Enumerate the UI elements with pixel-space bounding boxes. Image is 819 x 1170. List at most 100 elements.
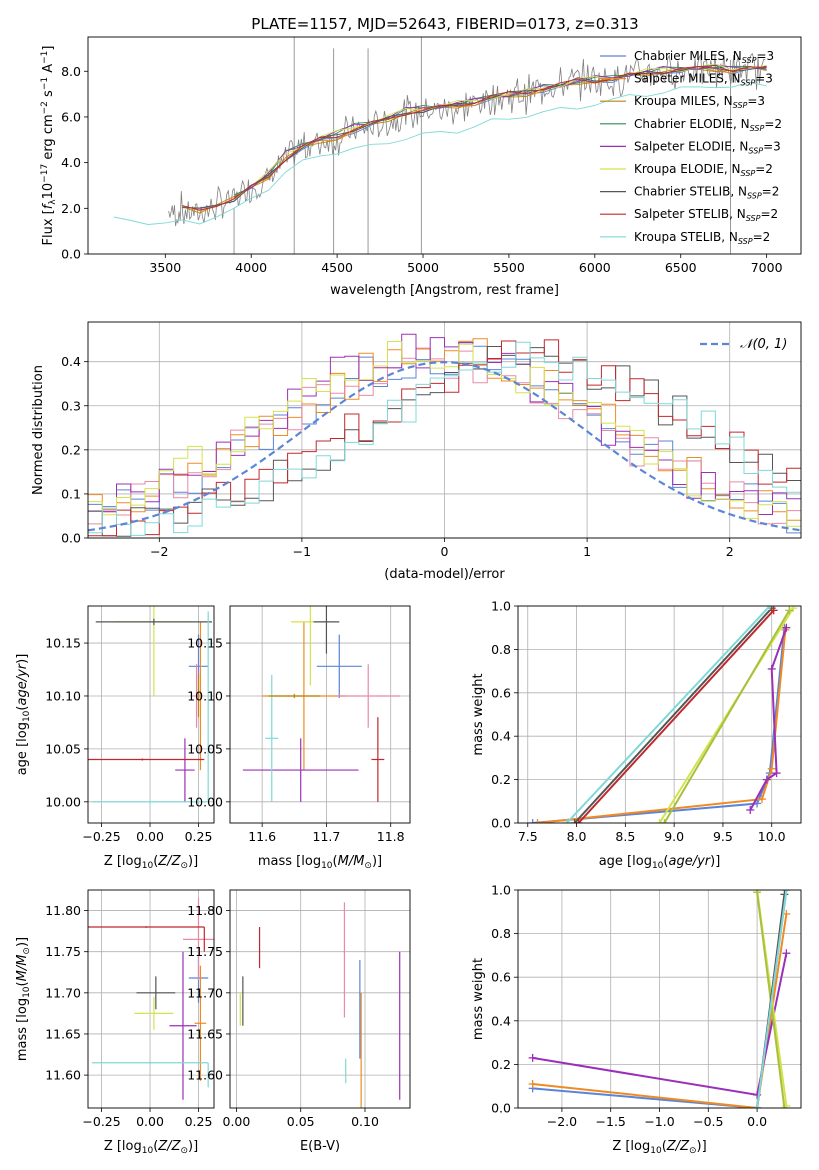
xlabel-spectrum: wavelength [Angstrom, rest frame]	[330, 283, 559, 298]
frame-mass-vs-Z	[87, 889, 215, 1109]
y-tick-label: 11.80	[45, 903, 81, 918]
x-tick-label: 7.5	[518, 829, 538, 844]
frame-age-vs-mass	[229, 605, 411, 824]
errorbars-mass-vs-ebv	[239, 902, 401, 1108]
legend-label: Kroupa MILES, NSSP=3	[634, 94, 765, 110]
xlabel-residuals: (data-model)/error	[384, 567, 505, 582]
frame-weight-vs-age	[517, 605, 802, 824]
spectrum-model-line	[113, 81, 767, 225]
xlabel-weight-vs-Z: Z [log10(Z/Z⊙)]	[612, 1139, 706, 1156]
x-tick-label: 0.10	[351, 1114, 379, 1129]
y-tick-label: 0.0	[491, 1101, 511, 1116]
residual-hist-line	[88, 341, 801, 536]
x-tick-label: 0.00	[136, 1114, 164, 1129]
frame-residuals	[87, 321, 802, 539]
legend-label: Kroupa STELIB, NSSP=2	[634, 230, 770, 246]
ylabel-age-vs-Z: age [log10(age/yr)]	[15, 654, 32, 776]
y-tick-label: 10.00	[187, 794, 223, 809]
y-tick-label: 0.1	[61, 486, 81, 501]
frame-mass-vs-ebv	[229, 889, 411, 1109]
y-tick-label: 0.4	[61, 354, 81, 369]
x-tick-label: 9.0	[664, 829, 684, 844]
y-tick-label: 11.75	[187, 944, 223, 959]
y-tick-label: 0.2	[491, 772, 511, 787]
y-tick-label: 11.75	[45, 944, 81, 959]
y-tick-label: 11.70	[45, 985, 81, 1000]
ylabel-spectrum: Flux [fλ10−17 erg cm−2 s−1 A−1]	[40, 46, 58, 246]
x-tick-label: 0.25	[185, 1114, 213, 1129]
x-tick-label: 0.00	[136, 829, 164, 844]
x-tick-label: 1	[583, 544, 591, 559]
weight-line	[577, 609, 775, 823]
y-tick-label: 0.0	[61, 247, 81, 262]
weight-line	[532, 627, 786, 823]
residual-legend: 𝒩(0, 1)	[700, 337, 787, 352]
residual-hist-line	[88, 346, 801, 537]
y-tick-label: 2.0	[61, 201, 81, 216]
legend-label: Kroupa ELODIE, NSSP=2	[634, 162, 773, 178]
legend-label: Salpeter ELODIE, NSSP=3	[634, 139, 781, 155]
x-tick-label: 6500	[665, 260, 697, 275]
y-tick-label: 10.10	[45, 688, 81, 703]
axes-mass-vs-ebv: 0.00 0.05 0.10 11.60 11.65 11.70 11.75 11.80	[187, 890, 410, 1129]
y-tick-label: 1.0	[491, 599, 511, 614]
axes-weight-vs-Z: −2.0 −1.5 −1.0 −0.5 0.0 0.0 0.2 0.4 0.6 0.8 1.0	[491, 883, 801, 1129]
x-tick-label: 9.5	[713, 829, 733, 844]
ylabel-weight-vs-Z: mass weight	[471, 958, 486, 1040]
legend-label: Chabrier MILES, NSSP=3	[634, 49, 774, 65]
x-tick-label: −1	[293, 544, 311, 559]
ylabel-weight-vs-age: mass weight	[471, 673, 486, 755]
y-tick-label: 11.80	[187, 903, 223, 918]
x-tick-label: 7000	[751, 260, 783, 275]
y-tick-label: 0.8	[491, 642, 511, 657]
y-tick-label: 10.00	[45, 794, 81, 809]
y-tick-label: 0.3	[61, 398, 81, 413]
weight-line	[663, 609, 791, 823]
errorbars-age-vs-mass	[242, 606, 401, 802]
x-tick-label: 2	[726, 544, 734, 559]
y-tick-label: 0.0	[491, 816, 511, 831]
weight-line	[573, 607, 773, 823]
residual-steps	[88, 333, 801, 537]
x-tick-label: −0.25	[82, 1114, 120, 1129]
errorbars-mass-vs-Z	[88, 898, 214, 1100]
frame-spectrum	[87, 36, 802, 255]
x-tick-label: 5500	[493, 260, 525, 275]
y-tick-label: 0.4	[491, 729, 511, 744]
legend-label: Chabrier STELIB, NSSP=2	[634, 185, 779, 201]
y-tick-label: 0.8	[491, 926, 511, 941]
y-tick-label: 0.6	[491, 685, 511, 700]
y-tick-label: 11.65	[187, 1026, 223, 1041]
y-tick-label: 10.10	[187, 688, 223, 703]
legend-label: Salpeter MILES, NSSP=3	[634, 72, 773, 88]
frame-weight-vs-Z	[517, 889, 802, 1109]
y-tick-label: 8.0	[61, 64, 81, 79]
y-tick-label: 1.0	[491, 883, 511, 898]
weight-line	[532, 913, 788, 1108]
xlabel-mass-vs-Z: Z [log10(Z/Z⊙)]	[104, 1139, 198, 1156]
x-tick-label: 3500	[149, 260, 181, 275]
axes-spectrum: 3500 4000 4500 5000 5500 6000 6500 7000 0.0 2.0 4.…	[61, 64, 782, 275]
xlabel-age-vs-Z: Z [log10(Z/Z⊙)]	[104, 854, 198, 871]
spectrum-legend: Chabrier MILES, NSSP=3 Salpeter MILES, NS…	[600, 49, 782, 246]
spectrum-lines	[113, 37, 767, 254]
legend-label: 𝒩(0, 1)	[740, 337, 787, 352]
weight-line	[537, 629, 787, 823]
x-tick-label: 0.05	[287, 1114, 315, 1129]
xlabel-mass-vs-ebv: E(B-V)	[300, 1139, 340, 1154]
y-tick-label: 11.70	[187, 985, 223, 1000]
frame-age-vs-Z	[87, 605, 215, 824]
y-tick-label: 11.60	[45, 1068, 81, 1083]
x-tick-label: 0.0	[747, 1114, 767, 1129]
axes-mass-vs-Z: −0.25 0.00 0.25 11.60 11.65 11.70 11.75 11.80	[45, 890, 214, 1129]
y-tick-label: 10.05	[187, 741, 223, 756]
y-tick-label: 6.0	[61, 109, 81, 124]
y-tick-label: 10.15	[187, 636, 223, 651]
x-tick-label: 6000	[579, 260, 611, 275]
weight-line	[756, 890, 788, 1108]
residual-hist-line	[88, 338, 801, 521]
axes-weight-vs-age: 7.5 8.0 8.5 9.0 9.5 10.0 0.0 0.2 0.4 0.6 0.8 1.0	[491, 599, 801, 844]
ylabel-mass-vs-Z: mass [log10(M/M⊙)]	[15, 937, 32, 1061]
weights-weight-vs-Z	[528, 890, 791, 1108]
